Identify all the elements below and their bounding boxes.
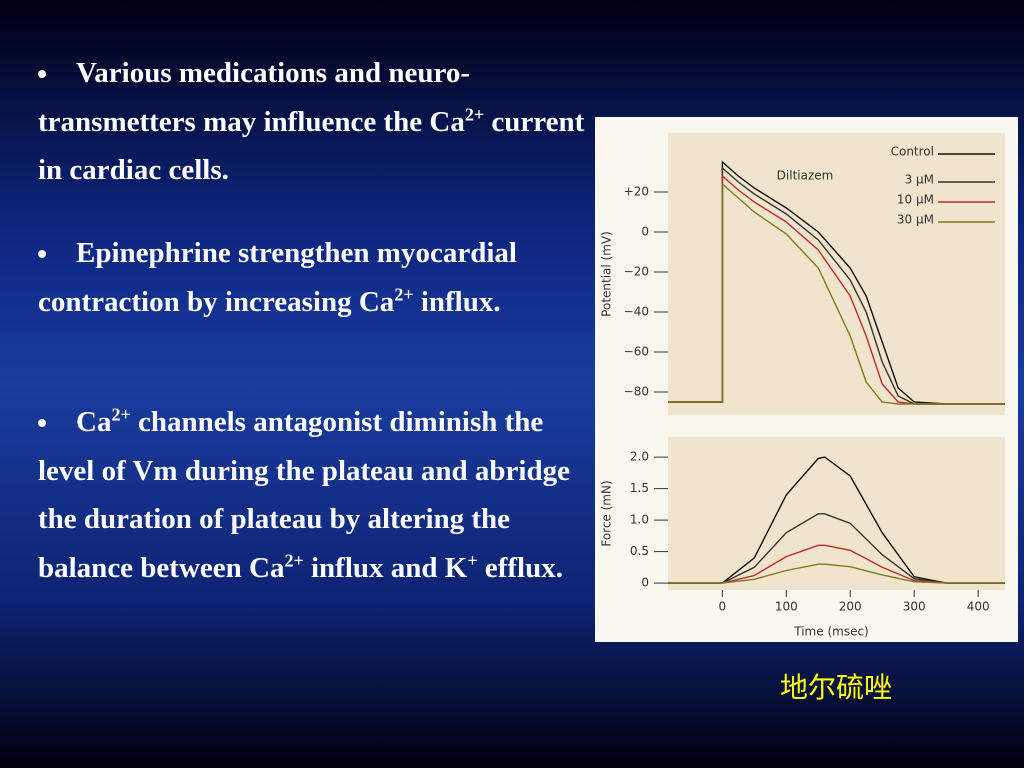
superscript: 2+ (284, 549, 304, 570)
bullet: Ca2+ channels antagonist diminish the le… (38, 398, 590, 592)
y-tick-label: −60 (624, 345, 649, 359)
y-axis-label: Force (mN) (600, 480, 614, 546)
y-tick-label: 1.5 (630, 481, 649, 495)
y-tick-label: 0 (641, 576, 649, 590)
y-tick-label: 0 (641, 225, 649, 239)
x-axis-label: Time (msec) (793, 625, 868, 639)
text-run: channels antagonist diminish the level o… (38, 406, 570, 584)
y-tick-label: −80 (624, 385, 649, 399)
text-run: Ca (76, 406, 112, 438)
plot-area (668, 133, 1005, 415)
bullet-item: Ca2+ channels antagonist diminish the le… (38, 398, 590, 592)
y-tick-label: −40 (624, 305, 649, 319)
legend-label: 30 μM (897, 213, 934, 227)
bullet-item: Various medications and neuro-transmette… (38, 49, 590, 195)
x-tick-label: 0 (719, 600, 727, 614)
series-line (668, 513, 1005, 584)
series-line (668, 182, 1005, 405)
text-run: efflux. (477, 551, 563, 584)
x-tick-label: 200 (839, 600, 862, 614)
superscript: + (467, 549, 478, 570)
y-tick-label: 0.5 (630, 544, 649, 558)
superscript: 2+ (394, 283, 414, 304)
x-tick-label: 300 (903, 600, 926, 614)
text-run: current in cardiac cells. (38, 105, 585, 187)
y-tick-label: +20 (624, 185, 649, 199)
series-line (668, 160, 1005, 405)
y-axis-label: Potential (mV) (600, 231, 614, 317)
x-tick-label: 100 (775, 600, 798, 614)
legend-label: 3 μM (905, 173, 934, 187)
bullet: Epinephrine strengthen myocardial contra… (38, 229, 590, 326)
annotation: Diltiazem (777, 169, 834, 183)
x-tick-label: 400 (967, 600, 990, 614)
y-tick-label: 2.0 (630, 450, 649, 464)
superscript: 2+ (111, 404, 131, 425)
y-tick-label: 1.0 (630, 513, 649, 527)
caption: 地尔硫唑 (780, 671, 893, 704)
bullet-item: Epinephrine strengthen myocardial contra… (38, 229, 590, 326)
superscript: 2+ (464, 103, 485, 124)
legend-label: Control (891, 145, 934, 159)
series-line (668, 166, 1005, 405)
series-line (668, 563, 1005, 584)
legend-label: 10 μM (897, 193, 934, 207)
series-line (668, 544, 1005, 584)
text-run: Epinephrine strengthen myocardial contra… (38, 237, 517, 318)
y-tick-label: −20 (624, 265, 649, 279)
text-run: influx. (413, 285, 501, 318)
plot-area (668, 437, 1005, 590)
text-run: Various medications and neuro-transmette… (38, 57, 470, 138)
bullet: Various medications and neuro-transmette… (38, 49, 590, 195)
text-run: influx and K (303, 551, 468, 584)
series-line (668, 456, 1005, 584)
